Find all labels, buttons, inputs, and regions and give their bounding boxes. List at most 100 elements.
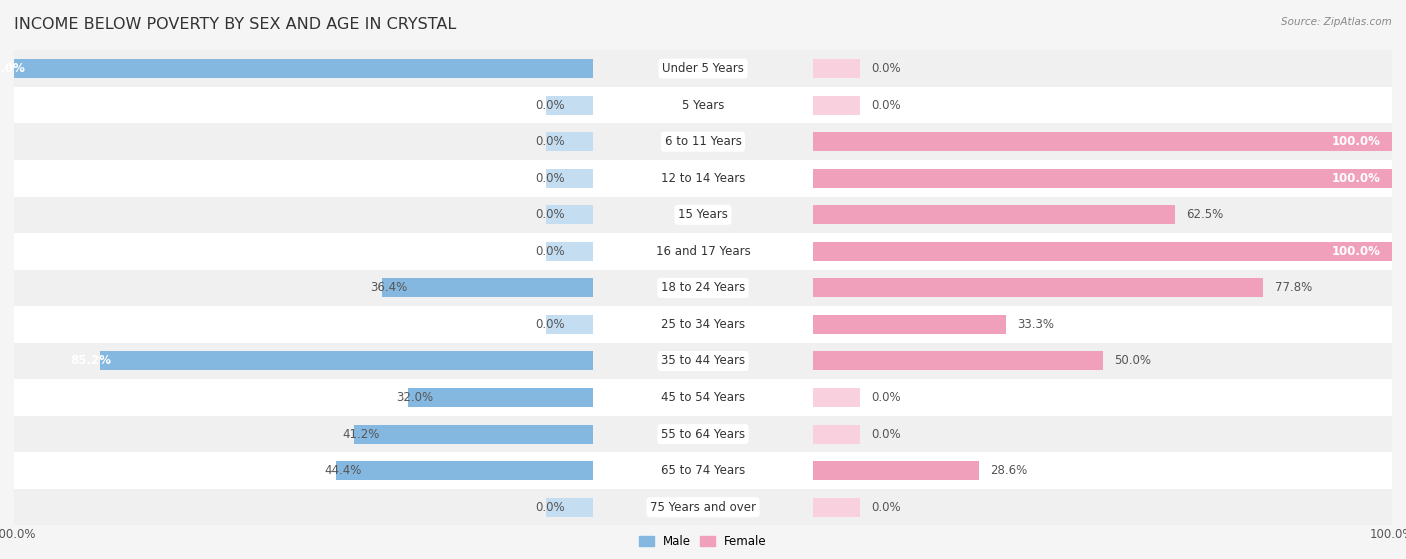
Text: Source: ZipAtlas.com: Source: ZipAtlas.com bbox=[1281, 17, 1392, 27]
Text: 55 to 64 Years: 55 to 64 Years bbox=[661, 428, 745, 440]
Text: 45 to 54 Years: 45 to 54 Years bbox=[661, 391, 745, 404]
Text: 100.0%: 100.0% bbox=[1331, 172, 1381, 184]
Text: 0.0%: 0.0% bbox=[872, 391, 901, 404]
Text: 36.4%: 36.4% bbox=[371, 281, 408, 295]
Bar bbox=[813, 306, 1392, 343]
Bar bbox=[813, 124, 1392, 160]
Bar bbox=[14, 87, 593, 124]
Legend: Male, Female: Male, Female bbox=[634, 530, 772, 553]
Bar bbox=[593, 269, 813, 306]
Bar bbox=[593, 416, 813, 452]
Bar bbox=[813, 379, 1392, 416]
Text: 15 Years: 15 Years bbox=[678, 209, 728, 221]
Bar bbox=[547, 132, 593, 151]
Text: 100.0%: 100.0% bbox=[0, 62, 25, 75]
Bar bbox=[813, 425, 859, 444]
Bar bbox=[593, 197, 813, 233]
Bar bbox=[813, 489, 1392, 525]
Text: 85.2%: 85.2% bbox=[70, 354, 111, 367]
Bar bbox=[593, 489, 813, 525]
Text: 65 to 74 Years: 65 to 74 Years bbox=[661, 464, 745, 477]
Bar bbox=[547, 242, 593, 261]
Bar bbox=[593, 379, 813, 416]
Bar bbox=[813, 352, 1102, 371]
Bar bbox=[354, 425, 593, 444]
Bar bbox=[813, 96, 859, 115]
Bar bbox=[593, 343, 813, 379]
Text: 0.0%: 0.0% bbox=[534, 318, 565, 331]
Bar bbox=[14, 269, 593, 306]
Bar bbox=[14, 489, 593, 525]
Bar bbox=[813, 132, 1392, 151]
Bar bbox=[547, 205, 593, 224]
Bar bbox=[813, 498, 859, 517]
Bar bbox=[813, 50, 1392, 87]
Text: 0.0%: 0.0% bbox=[872, 98, 901, 112]
Text: 32.0%: 32.0% bbox=[396, 391, 433, 404]
Bar bbox=[813, 343, 1392, 379]
Text: 35 to 44 Years: 35 to 44 Years bbox=[661, 354, 745, 367]
Bar bbox=[813, 87, 1392, 124]
Text: 18 to 24 Years: 18 to 24 Years bbox=[661, 281, 745, 295]
Bar bbox=[593, 160, 813, 197]
Text: 77.8%: 77.8% bbox=[1275, 281, 1312, 295]
Bar bbox=[408, 388, 593, 407]
Bar bbox=[813, 269, 1392, 306]
Bar bbox=[813, 233, 1392, 269]
Bar bbox=[14, 124, 593, 160]
Bar bbox=[14, 50, 593, 87]
Bar bbox=[14, 306, 593, 343]
Bar bbox=[100, 352, 593, 371]
Bar bbox=[813, 242, 1392, 261]
Text: Under 5 Years: Under 5 Years bbox=[662, 62, 744, 75]
Bar bbox=[593, 124, 813, 160]
Bar bbox=[14, 416, 593, 452]
Bar bbox=[593, 452, 813, 489]
Text: 25 to 34 Years: 25 to 34 Years bbox=[661, 318, 745, 331]
Text: 5 Years: 5 Years bbox=[682, 98, 724, 112]
Bar bbox=[813, 315, 1005, 334]
Text: 50.0%: 50.0% bbox=[1114, 354, 1152, 367]
Bar bbox=[813, 59, 859, 78]
Bar bbox=[593, 233, 813, 269]
Text: 6 to 11 Years: 6 to 11 Years bbox=[665, 135, 741, 148]
Bar bbox=[813, 278, 1264, 297]
Bar bbox=[14, 452, 593, 489]
Text: INCOME BELOW POVERTY BY SEX AND AGE IN CRYSTAL: INCOME BELOW POVERTY BY SEX AND AGE IN C… bbox=[14, 17, 457, 32]
Text: 0.0%: 0.0% bbox=[534, 135, 565, 148]
Bar bbox=[813, 452, 1392, 489]
Bar bbox=[14, 233, 593, 269]
Text: 12 to 14 Years: 12 to 14 Years bbox=[661, 172, 745, 184]
Bar bbox=[336, 461, 593, 480]
Text: 41.2%: 41.2% bbox=[343, 428, 380, 440]
Text: 0.0%: 0.0% bbox=[534, 209, 565, 221]
Bar bbox=[813, 205, 1175, 224]
Bar bbox=[593, 306, 813, 343]
Text: 100.0%: 100.0% bbox=[1331, 245, 1381, 258]
Bar bbox=[382, 278, 593, 297]
Bar bbox=[14, 160, 593, 197]
Bar bbox=[813, 160, 1392, 197]
Bar bbox=[547, 96, 593, 115]
Bar bbox=[14, 197, 593, 233]
Bar bbox=[813, 169, 1392, 188]
Text: 0.0%: 0.0% bbox=[534, 98, 565, 112]
Bar bbox=[14, 379, 593, 416]
Text: 44.4%: 44.4% bbox=[325, 464, 361, 477]
Text: 33.3%: 33.3% bbox=[1018, 318, 1054, 331]
Text: 62.5%: 62.5% bbox=[1187, 209, 1223, 221]
Text: 0.0%: 0.0% bbox=[872, 501, 901, 514]
Bar bbox=[593, 50, 813, 87]
Text: 0.0%: 0.0% bbox=[534, 172, 565, 184]
Bar bbox=[813, 388, 859, 407]
Bar bbox=[813, 197, 1392, 233]
Text: 0.0%: 0.0% bbox=[534, 245, 565, 258]
Bar bbox=[547, 315, 593, 334]
Text: 0.0%: 0.0% bbox=[534, 501, 565, 514]
Bar bbox=[547, 169, 593, 188]
Text: 0.0%: 0.0% bbox=[872, 62, 901, 75]
Text: 28.6%: 28.6% bbox=[990, 464, 1028, 477]
Bar bbox=[547, 498, 593, 517]
Text: 75 Years and over: 75 Years and over bbox=[650, 501, 756, 514]
Text: 16 and 17 Years: 16 and 17 Years bbox=[655, 245, 751, 258]
